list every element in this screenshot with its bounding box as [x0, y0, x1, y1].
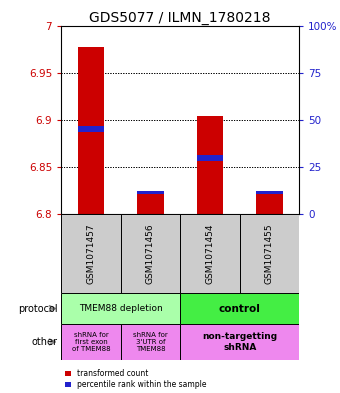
Bar — [121, 214, 180, 293]
Text: GSM1071456: GSM1071456 — [146, 223, 155, 284]
Bar — [61, 324, 121, 360]
Text: TMEM88 depletion: TMEM88 depletion — [79, 304, 163, 313]
Legend: transformed count, percentile rank within the sample: transformed count, percentile rank withi… — [65, 369, 207, 389]
Bar — [180, 293, 299, 324]
Bar — [256, 193, 283, 214]
Title: GDS5077 / ILMN_1780218: GDS5077 / ILMN_1780218 — [89, 11, 271, 25]
Text: GSM1071454: GSM1071454 — [205, 223, 215, 284]
Bar — [137, 193, 164, 214]
Bar — [240, 214, 299, 293]
Bar — [61, 293, 180, 324]
Bar — [180, 324, 299, 360]
Bar — [121, 324, 180, 360]
Text: non-targetting
shRNA: non-targetting shRNA — [202, 332, 277, 352]
Text: control: control — [219, 303, 261, 314]
Bar — [78, 47, 104, 214]
Bar — [78, 126, 104, 132]
Bar — [61, 214, 121, 293]
Bar — [197, 116, 223, 214]
Text: GSM1071457: GSM1071457 — [86, 223, 96, 284]
Text: shRNA for
3'UTR of
TMEM88: shRNA for 3'UTR of TMEM88 — [133, 332, 168, 352]
Bar — [256, 191, 283, 194]
Bar — [137, 191, 164, 194]
Text: protocol: protocol — [18, 303, 58, 314]
Text: other: other — [32, 337, 58, 347]
Text: shRNA for
first exon
of TMEM88: shRNA for first exon of TMEM88 — [72, 332, 110, 352]
Bar — [197, 155, 223, 161]
Text: GSM1071455: GSM1071455 — [265, 223, 274, 284]
Bar — [180, 214, 240, 293]
